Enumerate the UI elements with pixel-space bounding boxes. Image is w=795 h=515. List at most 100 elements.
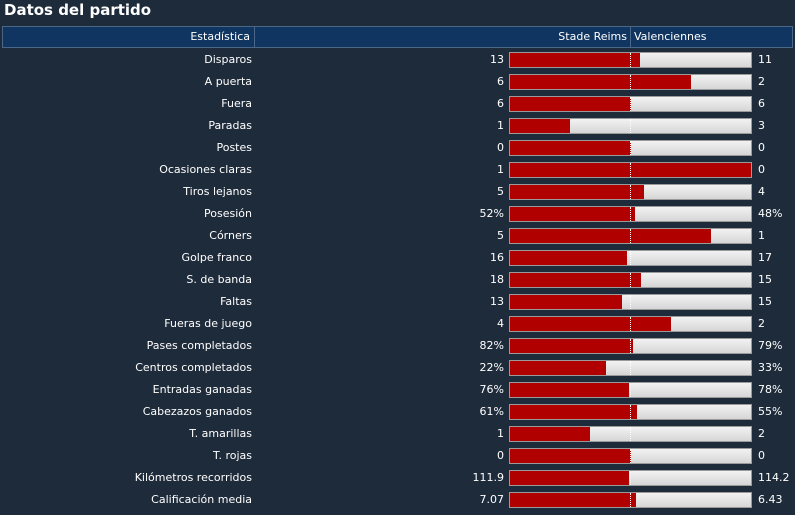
comparison-bar bbox=[509, 338, 752, 354]
midpoint-marker bbox=[630, 251, 631, 265]
midpoint-marker bbox=[630, 119, 631, 133]
comparison-bar bbox=[509, 228, 752, 244]
midpoint-marker bbox=[630, 97, 631, 111]
comparison-bar bbox=[509, 96, 752, 112]
home-share-fill bbox=[510, 449, 631, 463]
home-value: 111.9 bbox=[472, 471, 505, 484]
away-value: 17 bbox=[758, 251, 772, 264]
home-value: 1 bbox=[497, 119, 504, 132]
home-value: 6 bbox=[497, 97, 504, 110]
stat-label: Entradas ganadas bbox=[152, 383, 252, 396]
away-value: 3 bbox=[758, 119, 765, 132]
stat-row: Tiros lejanos 5 4 bbox=[0, 181, 795, 203]
midpoint-marker bbox=[630, 185, 631, 199]
stat-row: Golpe franco 16 17 bbox=[0, 247, 795, 269]
midpoint-marker bbox=[630, 207, 631, 221]
stat-row: Calificación media 7.07 6.43 bbox=[0, 489, 795, 511]
home-share-fill bbox=[510, 383, 630, 397]
comparison-bar bbox=[509, 74, 752, 90]
home-value: 22% bbox=[479, 361, 504, 374]
home-share-fill bbox=[510, 427, 591, 441]
stat-row: T. amarillas 1 2 bbox=[0, 423, 795, 445]
midpoint-marker bbox=[630, 493, 631, 507]
column-header-away-team[interactable]: Valenciennes bbox=[634, 30, 707, 43]
stat-row: S. de banda 18 15 bbox=[0, 269, 795, 291]
midpoint-marker bbox=[630, 427, 631, 441]
stats-table-header: Estadística Stade Reims Valenciennes bbox=[2, 26, 793, 48]
stat-row: Paradas 1 3 bbox=[0, 115, 795, 137]
midpoint-marker bbox=[630, 295, 631, 309]
away-value: 1 bbox=[758, 229, 765, 242]
stat-label: Kilómetros recorridos bbox=[134, 471, 252, 484]
comparison-bar bbox=[509, 272, 752, 288]
home-value: 61% bbox=[479, 405, 504, 418]
stat-row: Córners 5 1 bbox=[0, 225, 795, 247]
stat-label: Posesión bbox=[204, 207, 252, 220]
comparison-bar bbox=[509, 118, 752, 134]
away-value: 15 bbox=[758, 295, 772, 308]
stat-row: Postes 0 0 bbox=[0, 137, 795, 159]
away-value: 48% bbox=[758, 207, 783, 220]
midpoint-marker bbox=[630, 383, 631, 397]
home-share-fill bbox=[510, 339, 633, 353]
stat-row: Entradas ganadas 76% 78% bbox=[0, 379, 795, 401]
away-value: 4 bbox=[758, 185, 765, 198]
stat-row: Fuera 6 6 bbox=[0, 93, 795, 115]
stat-label: Paradas bbox=[208, 119, 252, 132]
home-share-fill bbox=[510, 53, 641, 67]
away-value: 2 bbox=[758, 75, 765, 88]
home-value: 16 bbox=[490, 251, 504, 264]
away-value: 2 bbox=[758, 427, 765, 440]
stat-label: Córners bbox=[209, 229, 252, 242]
comparison-bar bbox=[509, 492, 752, 508]
stat-label: Disparos bbox=[204, 53, 252, 66]
stat-row: Cabezazos ganados 61% 55% bbox=[0, 401, 795, 423]
home-share-fill bbox=[510, 471, 630, 485]
away-value: 79% bbox=[758, 339, 783, 352]
stat-row: Fueras de juego 4 2 bbox=[0, 313, 795, 335]
away-value: 78% bbox=[758, 383, 783, 396]
column-header-home-team[interactable]: Stade Reims bbox=[255, 27, 631, 47]
midpoint-marker bbox=[630, 449, 631, 463]
home-value: 0 bbox=[497, 449, 504, 462]
stat-label: Tiros lejanos bbox=[183, 185, 252, 198]
midpoint-marker bbox=[630, 361, 631, 375]
stat-label: Fuera bbox=[221, 97, 252, 110]
column-header-stat[interactable]: Estadística bbox=[3, 27, 255, 47]
away-value: 2 bbox=[758, 317, 765, 330]
stat-row: Ocasiones claras 1 0 bbox=[0, 159, 795, 181]
panel-title: Datos del partido bbox=[4, 1, 152, 19]
home-share-fill bbox=[510, 119, 571, 133]
home-value: 52% bbox=[479, 207, 504, 220]
home-value: 0 bbox=[497, 141, 504, 154]
home-share-fill bbox=[510, 207, 636, 221]
midpoint-marker bbox=[630, 229, 631, 243]
stat-row: Posesión 52% 48% bbox=[0, 203, 795, 225]
away-value: 6 bbox=[758, 97, 765, 110]
away-value: 55% bbox=[758, 405, 783, 418]
midpoint-marker bbox=[630, 75, 631, 89]
stat-label: S. de banda bbox=[186, 273, 252, 286]
comparison-bar bbox=[509, 206, 752, 222]
stat-row: Pases completados 82% 79% bbox=[0, 335, 795, 357]
away-value: 0 bbox=[758, 163, 765, 176]
home-value: 13 bbox=[490, 53, 504, 66]
comparison-bar bbox=[509, 52, 752, 68]
home-value: 13 bbox=[490, 295, 504, 308]
stat-row: A puerta 6 2 bbox=[0, 71, 795, 93]
stat-label: Golpe franco bbox=[181, 251, 252, 264]
away-value: 11 bbox=[758, 53, 772, 66]
comparison-bar bbox=[509, 184, 752, 200]
away-value: 0 bbox=[758, 141, 765, 154]
home-value: 4 bbox=[497, 317, 504, 330]
away-value: 114.2 bbox=[758, 471, 790, 484]
home-value: 76% bbox=[479, 383, 504, 396]
stat-label: T. rojas bbox=[213, 449, 252, 462]
home-share-fill bbox=[510, 493, 637, 507]
home-share-fill bbox=[510, 251, 627, 265]
midpoint-marker bbox=[630, 317, 631, 331]
home-share-fill bbox=[510, 295, 622, 309]
comparison-bar bbox=[509, 316, 752, 332]
comparison-bar bbox=[509, 140, 752, 156]
